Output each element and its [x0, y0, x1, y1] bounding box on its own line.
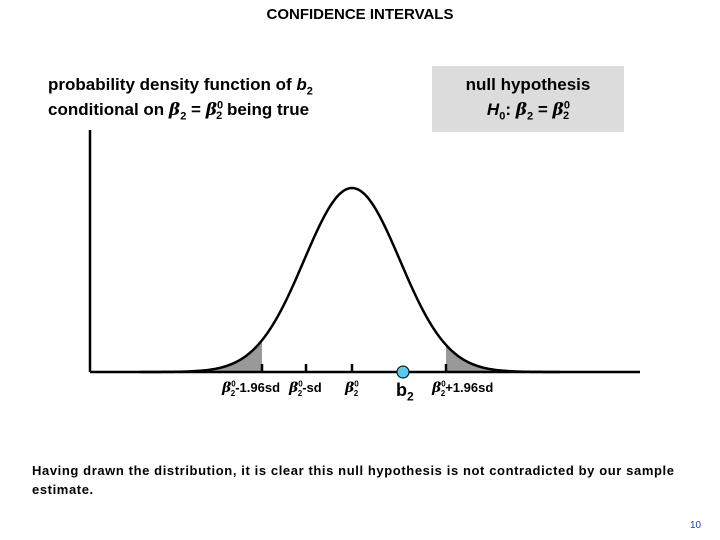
hypothesis-text: null hypothesis H0: β2 = β02: [432, 72, 624, 123]
hypothesis-box: [432, 66, 624, 132]
equals-sign: =: [186, 100, 206, 119]
beta-symbol: β: [168, 100, 181, 120]
label-text: +1.96sd: [445, 380, 494, 395]
hypothesis-line1: null hypothesis: [465, 75, 591, 94]
label-text: -1.96sd: [235, 380, 281, 395]
pdf-label-var-sub: 2: [306, 85, 313, 98]
beta-sup: 0: [231, 379, 236, 389]
h-sub: 0: [499, 110, 506, 123]
beta-symbol: β: [345, 380, 355, 396]
pdf-label-line1: probability density function of b2: [48, 72, 313, 97]
caption: Having drawn the distribution, it is cle…: [32, 463, 675, 497]
beta-sub: 2: [440, 388, 446, 398]
beta-symbol: β: [515, 100, 528, 120]
label-plus-196sd: β02+1.96sd: [432, 379, 494, 398]
density-curve: [140, 186, 560, 374]
beta-symbol: β: [552, 100, 564, 120]
estimate-marker: [396, 365, 410, 379]
colon: :: [505, 100, 516, 119]
label-minus-196sd: β02-1.96sd: [222, 379, 281, 398]
beta-symbol: β: [432, 380, 442, 396]
beta-sup: 0: [354, 379, 359, 389]
pdf-label-text: probability density function of: [48, 75, 297, 94]
pdf-label-var: b: [296, 75, 307, 94]
beta-sup: 0: [441, 379, 446, 389]
slide-title: CONFIDENCE INTERVALS: [266, 6, 454, 23]
beta-sub: 2: [180, 110, 187, 123]
pdf-label-cond: conditional on: [48, 100, 169, 119]
beta-sub: 2: [230, 388, 236, 398]
beta-symbol: β: [222, 380, 232, 396]
label-center: β02: [345, 379, 359, 398]
hypothesis-line2: H0: β2 = β02: [432, 97, 624, 123]
equals-sign: =: [533, 100, 553, 119]
beta-symbol: β: [289, 380, 299, 396]
page-number: 10: [690, 520, 702, 531]
pdf-label-end: being true: [222, 100, 310, 119]
beta-sup: 0: [563, 99, 570, 112]
pdf-label: probability density function of b2 condi…: [48, 72, 313, 123]
label-minus-sd: β02-sd: [289, 379, 322, 398]
label-text: -sd: [302, 380, 322, 395]
beta-sup: 0: [216, 99, 224, 112]
beta-sub: 2: [297, 388, 303, 398]
b-sub: 2: [407, 389, 414, 404]
b-symbol: b: [396, 380, 407, 400]
beta-sub: 2: [216, 110, 223, 123]
beta-sub: 2: [527, 110, 534, 123]
beta-symbol: β: [205, 100, 217, 120]
h-symbol: H: [486, 100, 500, 119]
beta-sub: 2: [353, 388, 359, 398]
beta-sup: 0: [298, 379, 303, 389]
estimate-label: b2: [396, 380, 414, 404]
pdf-label-line2: conditional on β2 = β02 being true: [48, 97, 313, 123]
beta-sub: 2: [562, 110, 570, 123]
